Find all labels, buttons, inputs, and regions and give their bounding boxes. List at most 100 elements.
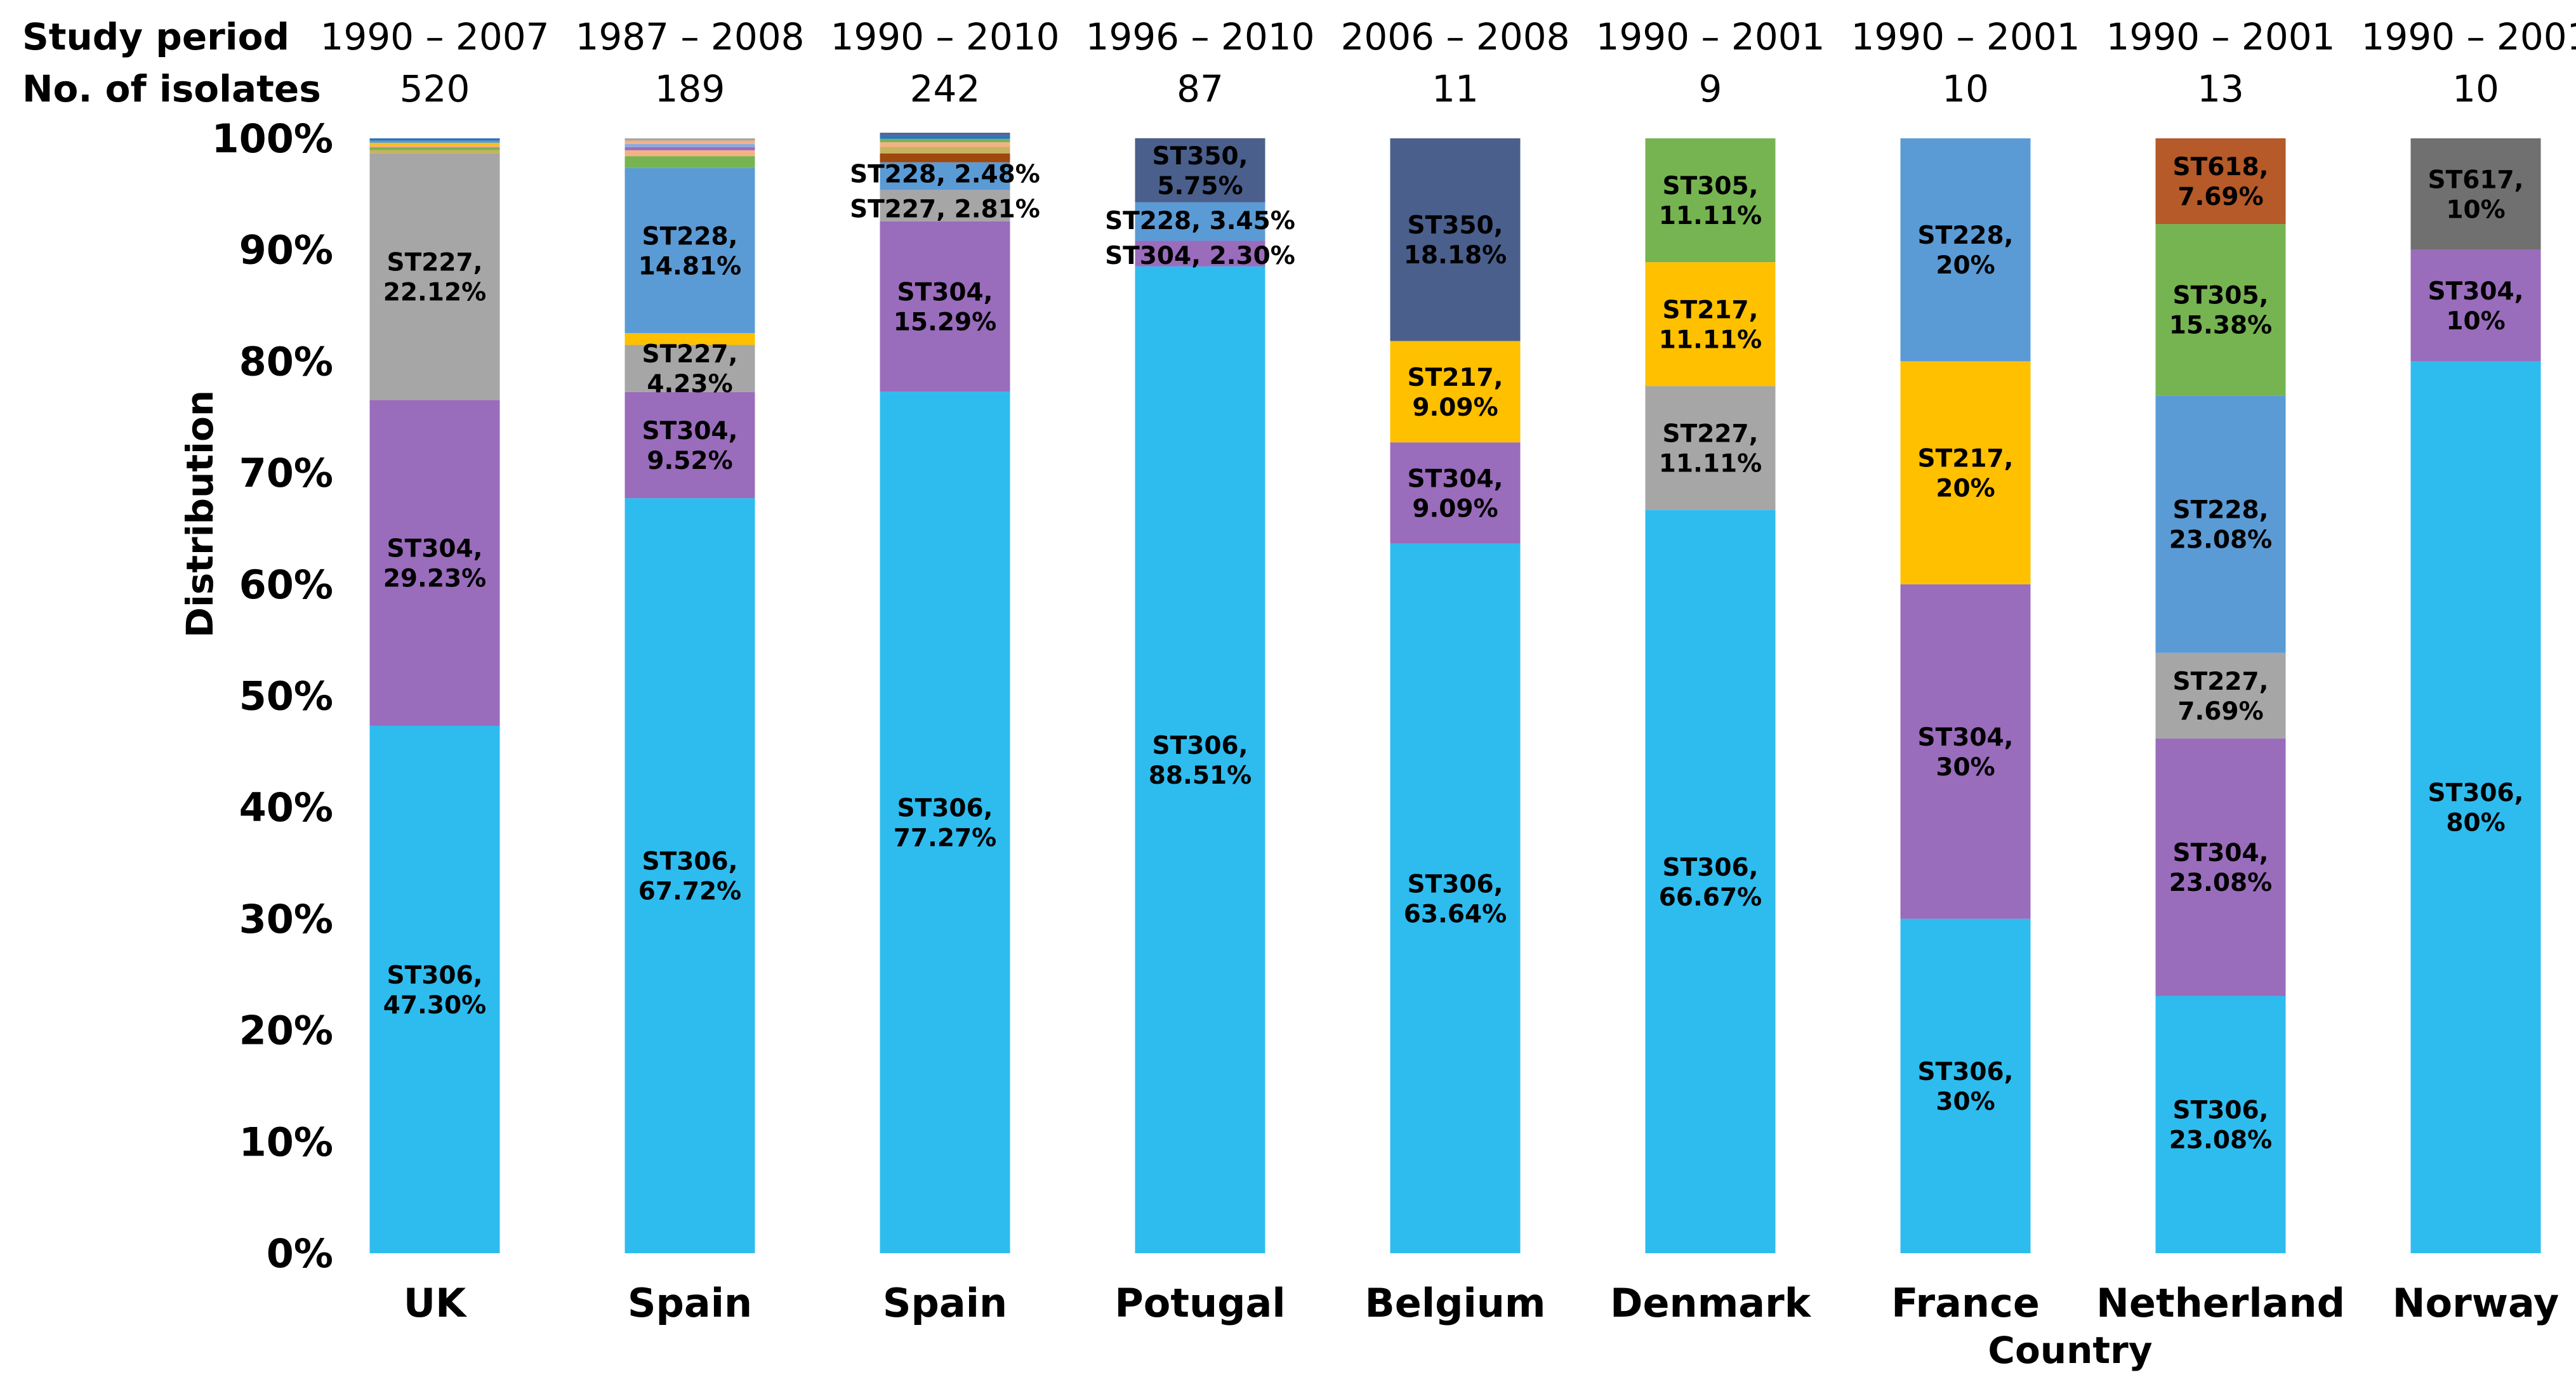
bar-segment-st306 [1135, 266, 1265, 1254]
data-label: ST350, [1153, 142, 1248, 171]
data-label: ST305, [1663, 172, 1759, 201]
isolates-value: 10 [1942, 67, 1989, 110]
bar-segment-st228 [624, 168, 755, 333]
data-label: 47.30% [383, 991, 486, 1020]
study-period-value: 1990 – 2010 [830, 15, 1059, 58]
y-tick-label: 20% [239, 1008, 333, 1054]
data-label: 23.08% [2169, 1126, 2272, 1155]
bar-segment-st228 [369, 140, 500, 143]
x-axis-title: Country [1988, 1329, 2152, 1372]
bar-segment-st304 [2155, 738, 2286, 996]
data-label: 22.12% [383, 279, 486, 307]
data-label: ST228, [2173, 496, 2269, 525]
data-label: 9.09% [1412, 494, 1498, 523]
isolates-value: 11 [1432, 67, 1479, 110]
data-label: ST217, [1918, 445, 2014, 473]
data-label: ST350, [1408, 211, 1503, 240]
bar-segment-st306 [2410, 361, 2541, 1253]
bar-segment-st304 [2410, 249, 2541, 362]
data-label: 23.08% [2169, 526, 2272, 555]
column-headers: 1990 – 2007 520 1987 – 2008 189 1990 – 2010 2… [320, 15, 2576, 110]
data-label: 15.38% [2169, 312, 2272, 340]
data-label: ST304, [897, 279, 993, 307]
bar-segment-st227 [2155, 652, 2286, 739]
data-label: 66.67% [1659, 883, 1762, 912]
bar-segment-st227 [624, 138, 755, 141]
y-axis: 0% 10% 20% 30% 40% 50% 60% 70% 80% 90% 100% [211, 115, 333, 1277]
data-label: ST304, [642, 417, 738, 445]
data-label: 15.29% [894, 308, 996, 337]
x-tick-label: Netherland [2096, 1280, 2345, 1326]
data-label: 77.27% [894, 824, 996, 853]
bar-segment-st306 [880, 392, 1010, 1253]
data-label: ST617, [2428, 166, 2524, 194]
data-label: ST306, [642, 848, 738, 876]
bar-segment-other4 [880, 135, 1010, 139]
bar-segment-other2 [369, 150, 500, 154]
study-period-value: 1990 – 2001 [1595, 15, 1825, 58]
data-label: ST228, [642, 222, 738, 251]
x-tick-label: Norway [2393, 1280, 2559, 1326]
bar-segment-st228 [880, 162, 1010, 190]
data-label: 11.11% [1659, 202, 1762, 230]
isolates-value: 520 [400, 67, 470, 110]
data-label: ST306, [2173, 1096, 2269, 1125]
data-label: ST304, [1408, 464, 1503, 493]
isolates-value: 242 [910, 67, 981, 110]
bar-segment-st305 [880, 138, 1010, 143]
data-label: ST227, 2.81% [850, 195, 1040, 223]
bar-segment-st618 [2155, 138, 2286, 225]
data-label: ST306, [1663, 853, 1759, 882]
data-label: ST304, 2.30% [1105, 242, 1295, 270]
data-label: 10% [2446, 195, 2505, 224]
bar-segment-st304 [369, 400, 500, 726]
study-period-value: 1990 – 2001 [2361, 15, 2576, 58]
data-label: 18.18% [1404, 241, 1507, 270]
bars [369, 133, 2541, 1254]
data-label: ST228, 3.45% [1105, 207, 1295, 235]
bar-segment-st217 [1390, 341, 1521, 443]
data-label: ST227, [387, 249, 483, 277]
study-period-value: 1990 – 2007 [320, 15, 549, 58]
data-label: ST227, [2173, 668, 2269, 696]
data-label: ST217, [1408, 364, 1503, 392]
data-label: ST306, [1153, 732, 1248, 760]
study-period-value: 1990 – 2001 [1851, 15, 2080, 58]
data-label: 9.09% [1412, 393, 1498, 422]
data-label: 20% [1936, 251, 1995, 280]
data-label: ST227, [1663, 420, 1759, 449]
x-tick-label: UK [404, 1280, 467, 1326]
data-label: ST227, [642, 340, 738, 369]
x-tick-label: Spain [883, 1280, 1007, 1326]
bar-segment-st217 [1645, 262, 1776, 386]
data-label: 11.11% [1659, 450, 1762, 478]
y-tick-label: 80% [239, 338, 333, 385]
bar-segment-st217 [624, 333, 755, 345]
bar-segment-st306 [2155, 996, 2286, 1253]
data-label: ST304, [2173, 839, 2269, 867]
bar-segment-st228 [2155, 395, 2286, 653]
data-label: 63.64% [1404, 900, 1507, 928]
data-label: 7.69% [2177, 183, 2263, 211]
bar-segment-other3 [624, 143, 755, 148]
data-label: 10% [2446, 307, 2505, 336]
x-axis: UK Spain Spain Potugal Belgium Denmark France N… [404, 1280, 2559, 1326]
data-label: 20% [1936, 475, 1995, 503]
isolates-value: 9 [1699, 67, 1722, 110]
y-axis-title: Distribution [178, 390, 221, 638]
bar-segment-st217 [1900, 361, 2031, 584]
data-label: 30% [1936, 1088, 1995, 1116]
bar-segment-st217 [369, 143, 500, 145]
x-tick-label: France [1891, 1280, 2040, 1326]
isolates-value: 189 [655, 67, 725, 110]
data-label: 30% [1936, 753, 1995, 782]
bar-segment-st228 [1135, 202, 1265, 241]
data-label: ST618, [2173, 153, 2269, 181]
y-tick-label: 0% [267, 1230, 333, 1277]
data-label: 14.81% [638, 252, 741, 280]
isolates-value: 10 [2452, 67, 2499, 110]
data-label: ST304, [2428, 277, 2524, 306]
isolates-value: 87 [1177, 67, 1224, 110]
segment-labels: ST306,47.30%ST304,29.23%ST227,22.12%ST30… [383, 142, 2524, 1155]
